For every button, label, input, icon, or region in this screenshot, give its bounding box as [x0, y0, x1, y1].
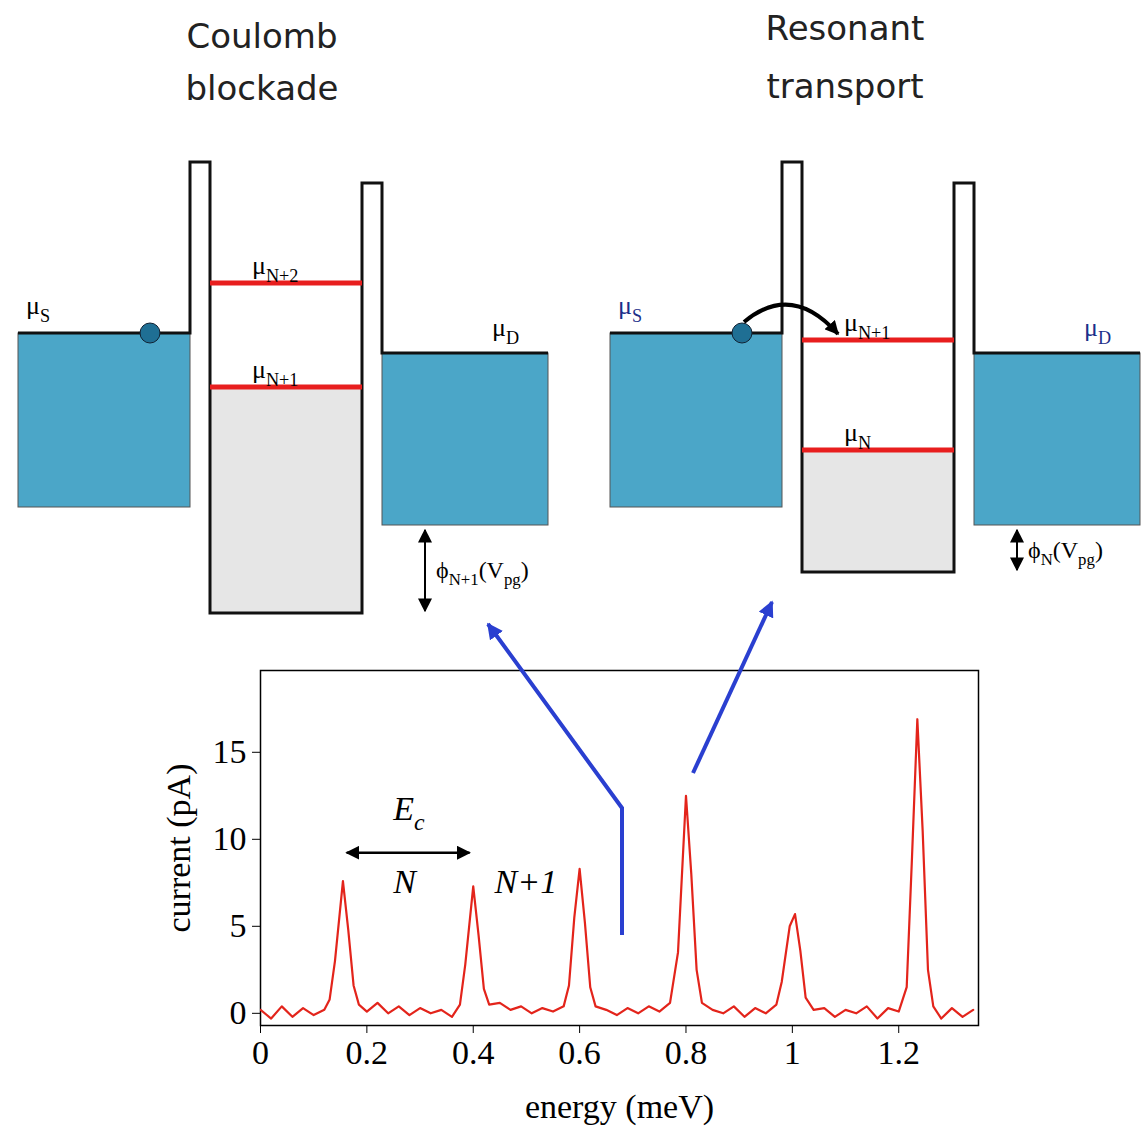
- svg-text:μS: μS: [26, 291, 50, 326]
- svg-text:ϕN+1(Vpg): ϕN+1(Vpg): [436, 557, 529, 589]
- svg-text:ϕN(Vpg): ϕN(Vpg): [1028, 537, 1103, 569]
- svg-text:μN+1: μN+1: [844, 308, 890, 343]
- svg-text:0.8: 0.8: [665, 1034, 708, 1071]
- svg-text:1.2: 1.2: [877, 1034, 920, 1071]
- svg-text:0: 0: [230, 994, 247, 1031]
- svg-text:5: 5: [230, 907, 247, 944]
- svg-text:μS: μS: [618, 291, 642, 326]
- svg-text:10: 10: [213, 820, 247, 857]
- svg-text:Resonant: Resonant: [766, 8, 925, 48]
- svg-text:1: 1: [784, 1034, 801, 1071]
- svg-text:15: 15: [213, 733, 247, 770]
- svg-text:0.6: 0.6: [558, 1034, 601, 1071]
- svg-text:μN+1: μN+1: [252, 355, 298, 390]
- svg-text:0.4: 0.4: [452, 1034, 495, 1071]
- svg-text:μD: μD: [1084, 313, 1111, 348]
- svg-text:N+1: N+1: [494, 863, 558, 900]
- svg-text:blockade: blockade: [186, 68, 339, 108]
- svg-text:μN+2: μN+2: [252, 251, 298, 286]
- svg-text:0: 0: [252, 1034, 269, 1071]
- svg-text:transport: transport: [766, 66, 923, 106]
- svg-text:μN: μN: [844, 418, 871, 453]
- svg-text:μD: μD: [492, 313, 519, 348]
- svg-text:current (pA): current (pA): [160, 764, 198, 933]
- svg-text:Coulomb: Coulomb: [186, 16, 337, 56]
- svg-text:0.2: 0.2: [346, 1034, 389, 1071]
- svg-text:energy (meV): energy (meV): [525, 1088, 714, 1126]
- svg-text:N: N: [392, 863, 418, 900]
- svg-text:Ec: Ec: [392, 790, 425, 835]
